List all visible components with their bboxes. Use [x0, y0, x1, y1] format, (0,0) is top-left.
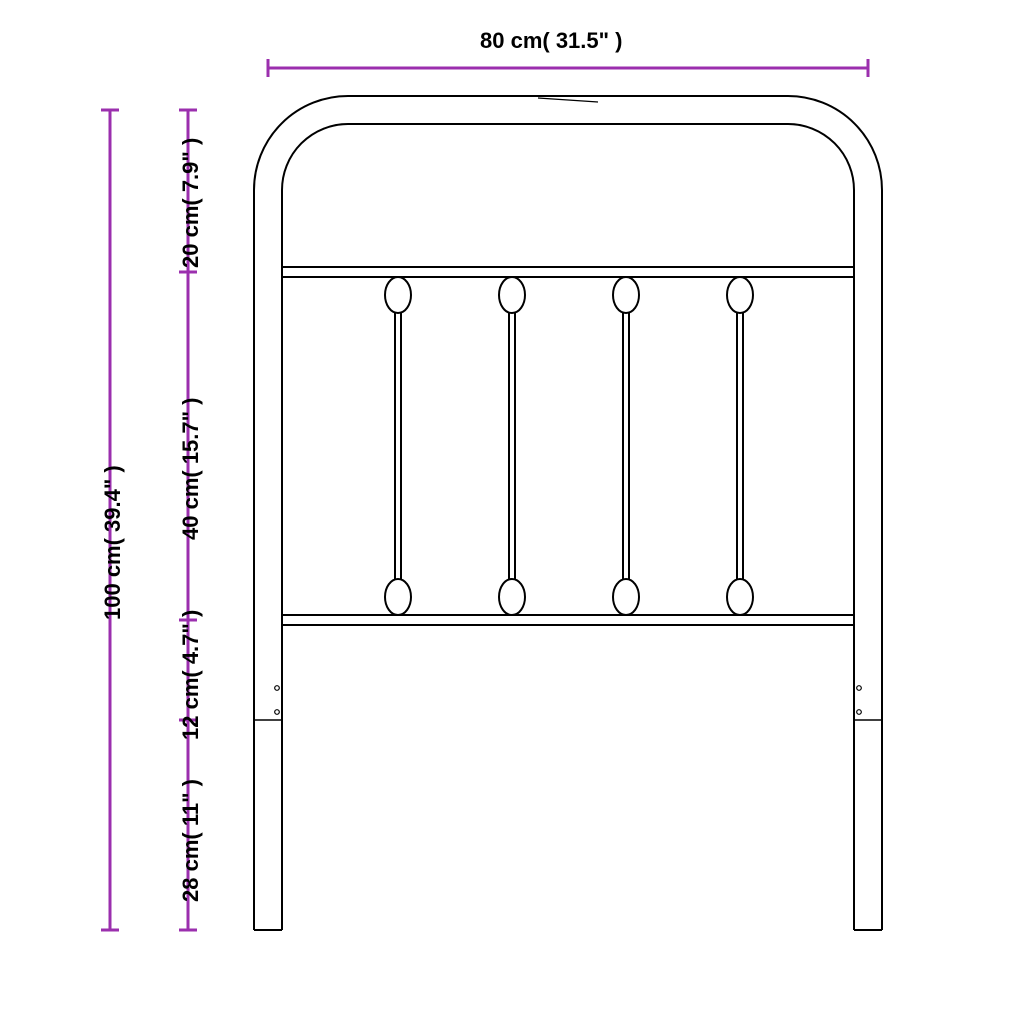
dim-seg40-label: 40 cm( 15.7" ) [178, 397, 204, 540]
diagram-svg [0, 0, 1024, 1024]
dim-seg20-label: 20 cm( 7.9" ) [178, 138, 204, 268]
dim-seg12-label: 12 cm( 4.7" ) [178, 610, 204, 740]
dim-width-label: 80 cm( 31.5" ) [480, 28, 623, 54]
dim-seg28-label: 28 cm( 11" ) [178, 779, 204, 902]
dim-total-height-label: 100 cm( 39.4" ) [100, 465, 126, 620]
